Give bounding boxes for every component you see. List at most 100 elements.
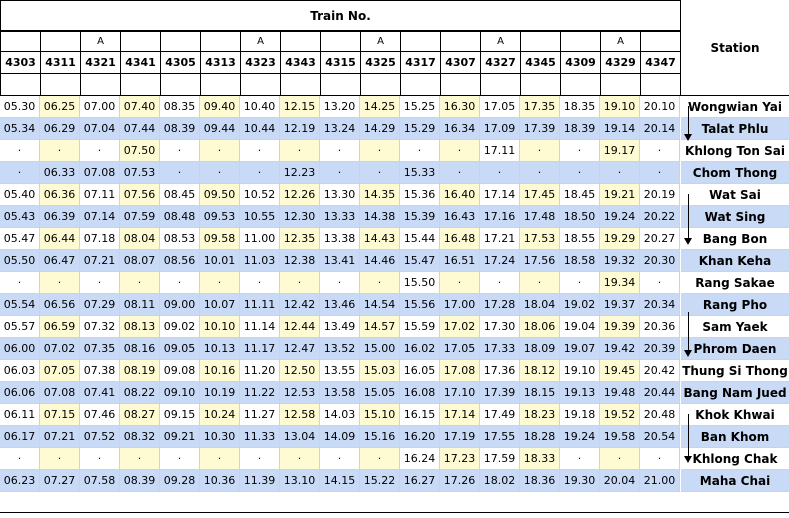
time-cell: · <box>320 162 360 184</box>
header-spacer <box>120 73 161 96</box>
time-cell: 12.44 <box>280 316 320 338</box>
time-cell: 07.11 <box>80 184 120 206</box>
time-cell: 07.02 <box>40 338 80 360</box>
time-cell: 10.30 <box>200 426 240 448</box>
time-cell: 14.15 <box>320 470 360 492</box>
time-cell: 17.23 <box>440 448 480 470</box>
time-cell: 17.33 <box>480 338 520 360</box>
station-name: Chom Thong <box>681 162 789 184</box>
time-cell: 17.26 <box>440 470 480 492</box>
time-cell: 19.58 <box>600 426 640 448</box>
time-cell: · <box>0 448 40 470</box>
station-label: Station <box>710 41 760 55</box>
time-cell: 08.04 <box>120 228 160 250</box>
time-cell: 14.25 <box>360 96 400 118</box>
time-cell: 19.13 <box>560 382 600 404</box>
time-cell: 13.30 <box>320 184 360 206</box>
time-cell: 19.30 <box>560 470 600 492</box>
time-cell: 15.25 <box>400 96 440 118</box>
train-flag <box>0 31 41 52</box>
train-flag <box>280 31 321 52</box>
time-cell: · <box>0 140 40 162</box>
time-cell: 09.58 <box>200 228 240 250</box>
bottom-rule <box>0 512 789 513</box>
train-flag <box>160 31 201 52</box>
time-cell: 19.48 <box>600 382 640 404</box>
time-cell: 08.45 <box>160 184 200 206</box>
time-cell: 20.36 <box>640 316 680 338</box>
time-cell: · <box>80 140 120 162</box>
time-cell: 17.24 <box>480 250 520 272</box>
time-cell: 11.11 <box>240 294 280 316</box>
time-cell: 17.53 <box>520 228 560 250</box>
time-cell: 08.27 <box>120 404 160 426</box>
time-cell: 15.47 <box>400 250 440 272</box>
time-cell: · <box>200 140 240 162</box>
time-cell: 10.55 <box>240 206 280 228</box>
station-name: Khan Keha <box>681 250 789 272</box>
time-cell: · <box>640 140 680 162</box>
time-cell: · <box>120 272 160 294</box>
train-flag <box>520 31 561 52</box>
time-cell: 14.29 <box>360 118 400 140</box>
train-flag <box>320 31 361 52</box>
header-spacer <box>320 73 361 96</box>
time-cell: 17.11 <box>480 140 520 162</box>
direction-line <box>688 194 689 238</box>
time-cell: 17.10 <box>440 382 480 404</box>
time-cell: 05.34 <box>0 118 40 140</box>
time-cell: · <box>560 162 600 184</box>
time-cell: 14.09 <box>320 426 360 448</box>
time-cell: 17.39 <box>520 118 560 140</box>
time-cell: 19.04 <box>560 316 600 338</box>
time-cell: 10.24 <box>200 404 240 426</box>
time-cell: 07.29 <box>80 294 120 316</box>
time-cell: · <box>640 272 680 294</box>
time-cell: 08.13 <box>120 316 160 338</box>
time-cell: 11.17 <box>240 338 280 360</box>
time-cell: 17.48 <box>520 206 560 228</box>
time-cell: 20.19 <box>640 184 680 206</box>
time-cell: 13.20 <box>320 96 360 118</box>
time-cell: 06.29 <box>40 118 80 140</box>
time-cell: 05.57 <box>0 316 40 338</box>
time-cell: 15.56 <box>400 294 440 316</box>
time-cell: 18.23 <box>520 404 560 426</box>
time-cell: 06.59 <box>40 316 80 338</box>
time-cell: 07.40 <box>120 96 160 118</box>
time-cell: 06.06 <box>0 382 40 404</box>
time-cell: 13.04 <box>280 426 320 448</box>
time-cell: · <box>80 272 120 294</box>
time-cell: 10.07 <box>200 294 240 316</box>
time-cell: · <box>320 140 360 162</box>
time-cell: 17.05 <box>440 338 480 360</box>
station-name: Khlong Ton Sai <box>681 140 789 162</box>
time-cell: 19.10 <box>560 360 600 382</box>
time-cell: 06.23 <box>0 470 40 492</box>
time-cell: 07.18 <box>80 228 120 250</box>
time-cell: 20.10 <box>640 96 680 118</box>
time-cell: 09.53 <box>200 206 240 228</box>
time-cell: 15.39 <box>400 206 440 228</box>
header-divider <box>0 95 789 96</box>
time-cell: 07.04 <box>80 118 120 140</box>
time-cell: 18.36 <box>520 470 560 492</box>
train-number: 4311 <box>40 51 81 74</box>
time-cell: 11.00 <box>240 228 280 250</box>
direction-line <box>688 414 689 456</box>
time-cell: 09.15 <box>160 404 200 426</box>
time-cell: 13.46 <box>320 294 360 316</box>
time-cell: · <box>280 448 320 470</box>
time-cell: 13.55 <box>320 360 360 382</box>
time-cell: 16.48 <box>440 228 480 250</box>
direction-line <box>688 312 689 350</box>
time-cell: 15.03 <box>360 360 400 382</box>
arrow-down-icon <box>684 456 692 463</box>
time-cell: 07.08 <box>80 162 120 184</box>
time-cell: 06.11 <box>0 404 40 426</box>
time-cell: 21.00 <box>640 470 680 492</box>
time-cell: 09.05 <box>160 338 200 360</box>
time-cell: 09.44 <box>200 118 240 140</box>
time-cell: 08.39 <box>160 118 200 140</box>
